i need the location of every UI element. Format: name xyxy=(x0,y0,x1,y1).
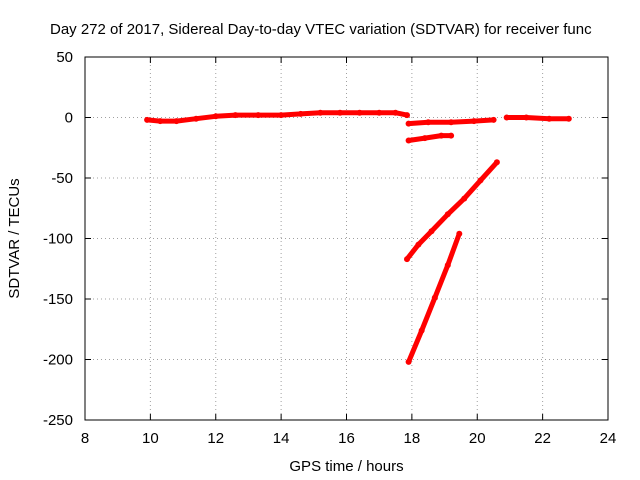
data-point xyxy=(418,327,425,334)
data-point xyxy=(415,241,422,248)
y-axis: -250 -200 -150 -100 -50 0 50 xyxy=(43,49,608,429)
data-point xyxy=(565,115,572,122)
data-point xyxy=(444,262,451,269)
y-tick-label: -100 xyxy=(43,231,73,248)
chart-title: Day 272 of 2017, Sidereal Day-to-day VTE… xyxy=(50,21,592,38)
x-axis: 8 10 12 14 16 18 20 22 24 xyxy=(81,57,617,447)
data-point xyxy=(405,137,412,144)
x-axis-label: GPS time / hours xyxy=(289,458,403,475)
data-point xyxy=(448,132,455,139)
x-tick-label: 20 xyxy=(469,430,486,447)
x-tick-label: 14 xyxy=(273,430,290,447)
data-point xyxy=(405,358,412,365)
data-point xyxy=(477,177,484,184)
y-tick-label: 0 xyxy=(65,110,73,127)
data-point xyxy=(444,211,451,218)
data-point xyxy=(193,115,200,122)
x-tick-label: 22 xyxy=(534,430,551,447)
series-line xyxy=(144,110,410,124)
data-point xyxy=(425,119,432,126)
data-point xyxy=(173,118,180,125)
data-point xyxy=(392,109,399,116)
data-point xyxy=(376,109,383,116)
data-point xyxy=(255,112,262,119)
y-tick-label: -200 xyxy=(43,352,73,369)
y-tick-label: -50 xyxy=(51,170,73,187)
data-point xyxy=(523,114,530,121)
data-point xyxy=(493,159,500,166)
data-point xyxy=(503,114,510,121)
data-point xyxy=(456,230,463,237)
x-tick-label: 18 xyxy=(404,430,421,447)
data-point xyxy=(404,256,410,263)
x-tick-label: 16 xyxy=(338,430,355,447)
data-point xyxy=(421,135,428,142)
x-tick-label: 12 xyxy=(207,430,224,447)
x-tick-label: 10 xyxy=(142,430,159,447)
data-point xyxy=(490,116,497,123)
data-point xyxy=(232,112,239,119)
y-tick-label: 50 xyxy=(56,49,73,66)
data-series xyxy=(144,109,572,365)
data-point xyxy=(448,119,455,126)
series-line xyxy=(504,115,572,122)
data-point xyxy=(428,228,435,235)
x-tick-label: 24 xyxy=(600,430,617,447)
data-point xyxy=(212,113,219,120)
data-point xyxy=(297,110,304,117)
data-point xyxy=(144,116,151,123)
data-point xyxy=(317,109,324,116)
data-point xyxy=(405,120,412,127)
x-tick-label: 8 xyxy=(81,430,89,447)
data-point xyxy=(461,195,468,202)
data-point xyxy=(278,112,285,119)
data-point xyxy=(337,109,343,116)
y-tick-label: -250 xyxy=(43,412,73,429)
y-tick-label: -150 xyxy=(43,291,73,308)
data-point xyxy=(471,118,477,125)
y-axis-label: SDTVAR / TECUs xyxy=(6,178,23,298)
data-point xyxy=(404,112,410,119)
data-point xyxy=(157,118,164,125)
data-point xyxy=(431,294,438,301)
data-point xyxy=(438,132,445,139)
data-point xyxy=(356,109,363,116)
data-point xyxy=(546,115,553,122)
plot-frame xyxy=(84,56,609,421)
series-line xyxy=(406,133,454,143)
